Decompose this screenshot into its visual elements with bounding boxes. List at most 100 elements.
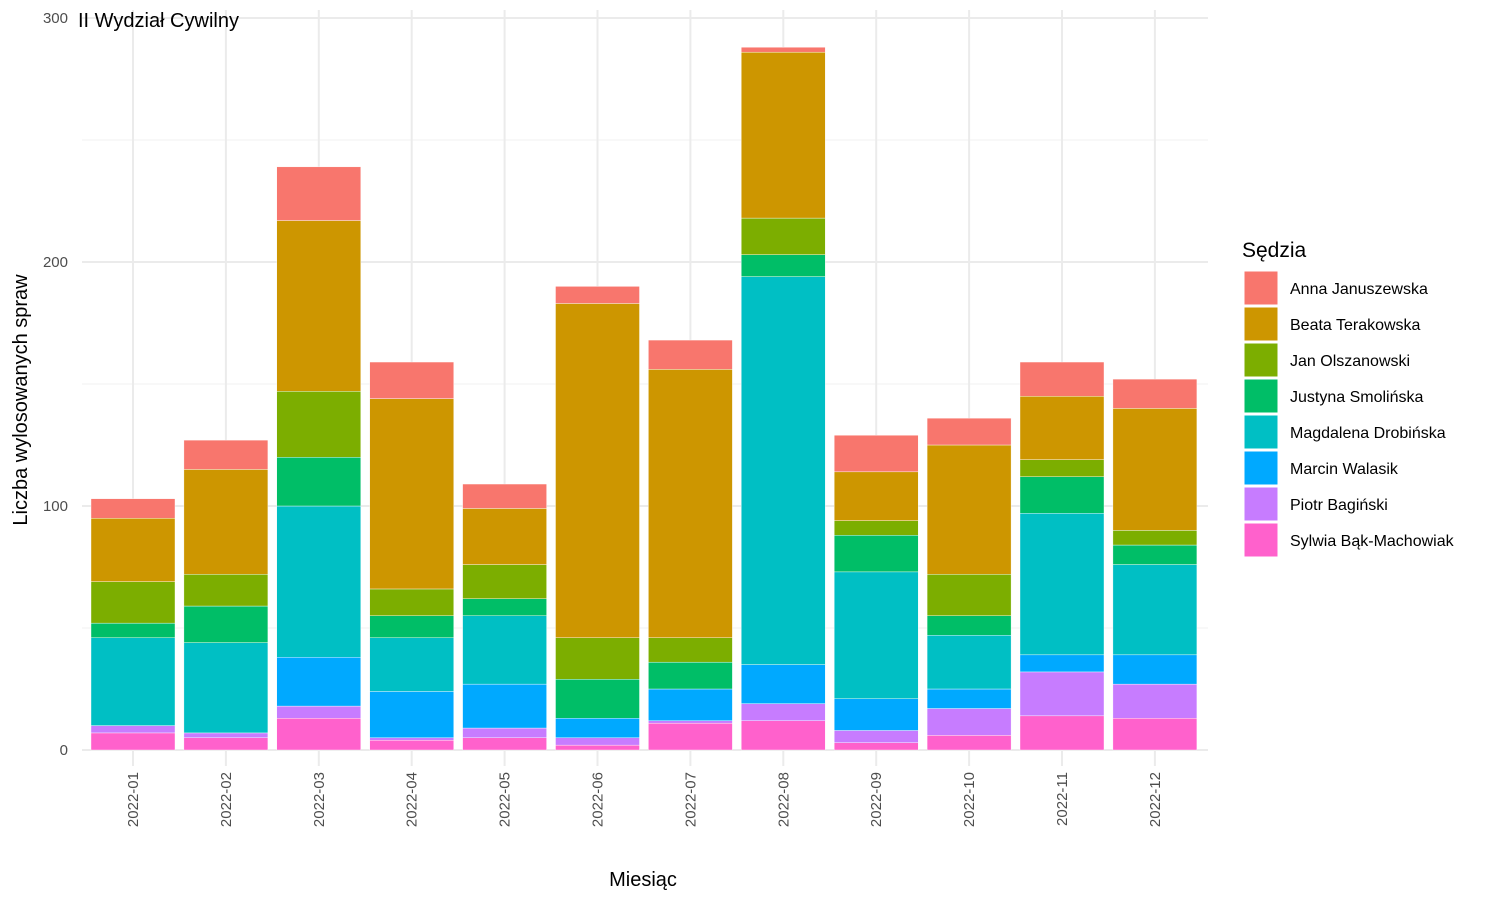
bar-segment (1112, 654, 1198, 685)
bar-segment (90, 637, 176, 726)
bar-segment (183, 737, 269, 751)
legend-label: Jan Olszanowski (1290, 353, 1410, 370)
x-tick-label: 2022-11 (1054, 772, 1071, 826)
bar-segment (648, 369, 733, 638)
bar-segment (741, 664, 826, 704)
bar-segment (183, 732, 269, 738)
bar-segment (276, 657, 361, 707)
bar-segment (1019, 654, 1105, 673)
bar-segment (90, 518, 176, 582)
x-tick-label: 2022-06 (590, 772, 607, 827)
bar-segment (555, 737, 640, 746)
bar-segment (926, 735, 1012, 751)
bar-segment (276, 457, 361, 507)
bar-segment (276, 220, 361, 392)
x-tick-label: 2022-08 (775, 772, 792, 827)
bar-segment (183, 574, 269, 607)
bar-segment (1019, 513, 1105, 656)
bar-segment (462, 615, 547, 685)
bar-segment (926, 688, 1012, 709)
bar-segment (276, 505, 361, 658)
bar-segment (648, 661, 733, 690)
bar-segment (276, 166, 361, 221)
bar-segment (462, 683, 547, 729)
x-tick-label: 2022-10 (961, 772, 978, 827)
bar-segment (834, 698, 919, 731)
x-tick-label: 2022-09 (868, 772, 885, 827)
bar-segment (462, 737, 547, 751)
legend-swatch (1243, 414, 1279, 450)
bar-segment (183, 642, 269, 734)
legend-swatch (1243, 450, 1279, 486)
x-tick-label: 2022-03 (311, 772, 328, 827)
legend-label: Marcin Walasik (1290, 461, 1399, 478)
legend-label: Beata Terakowska (1290, 317, 1421, 334)
bar-segment (834, 520, 919, 536)
bar-segment (926, 417, 1012, 446)
legend-label: Magdalena Drobińska (1290, 425, 1446, 442)
bar-segment (1112, 378, 1198, 409)
bar-segment (369, 691, 454, 739)
bar-segment (369, 637, 454, 692)
bar-segment (462, 483, 547, 509)
legend-label: Sylwia Bąk-Machowiak (1290, 533, 1455, 550)
bar-segment (369, 737, 454, 741)
legend-swatch (1243, 306, 1279, 342)
legend-swatch (1243, 486, 1279, 522)
y-tick-label: 300 (43, 10, 68, 27)
x-tick-label: 2022-01 (125, 772, 142, 827)
bar-segment (648, 637, 733, 663)
bar-segment (462, 564, 547, 599)
legend-swatch (1243, 270, 1279, 306)
bar-segment (369, 398, 454, 590)
bar-segment (648, 720, 733, 724)
bar-segment (1112, 544, 1198, 565)
x-tick-label: 2022-12 (1147, 772, 1164, 827)
bar-segment (741, 720, 826, 751)
legend: Sędzia Anna Januszewska Beata Terakowska J… (1242, 239, 1455, 558)
bar-segment (90, 622, 176, 638)
bar-segment (1112, 683, 1198, 719)
legend-title: Sędzia (1242, 239, 1307, 262)
x-axis-ticks: 2022-01 2022-02 2022-03 2022-04 2022-05 2022-… (125, 772, 1164, 827)
bar-segment (834, 535, 919, 573)
bar-segment (555, 286, 640, 304)
bar-segment (741, 51, 826, 219)
y-axis-title: Liczba wylosowanych spraw (10, 274, 32, 526)
bar-segment (741, 254, 826, 277)
bar-segment (1019, 476, 1105, 514)
bar-segment (276, 718, 361, 751)
bar-segment (648, 722, 733, 751)
x-tick-label: 2022-04 (404, 772, 421, 827)
legend-swatch (1243, 522, 1279, 558)
bar-segment (369, 361, 454, 399)
bars (90, 47, 1198, 751)
bar-segment (741, 217, 826, 255)
bar-segment (1112, 408, 1198, 531)
chart-title: II Wydział Cywilny (78, 10, 239, 32)
bar-segment (834, 742, 919, 751)
bar-segment (1112, 530, 1198, 546)
y-tick-label: 0 (60, 742, 68, 759)
bar-segment (926, 635, 1012, 690)
bar-segment (741, 276, 826, 665)
bar-segment (276, 705, 361, 719)
bar-segment (834, 471, 919, 521)
legend-swatch (1243, 342, 1279, 378)
bar-segment (183, 469, 269, 575)
bar-segment (1112, 564, 1198, 656)
bar-segment (555, 637, 640, 680)
bar-segment (183, 439, 269, 470)
bar-segment (648, 339, 733, 370)
bar-segment (926, 574, 1012, 617)
bar-segment (276, 391, 361, 458)
bar-segment (555, 303, 640, 638)
bar-segment (555, 679, 640, 719)
bar-segment (1019, 459, 1105, 477)
bar-segment (926, 615, 1012, 636)
bar-segment (1019, 396, 1105, 460)
bar-segment (369, 615, 454, 638)
bar-segment (90, 732, 176, 751)
bar-segment (462, 598, 547, 616)
